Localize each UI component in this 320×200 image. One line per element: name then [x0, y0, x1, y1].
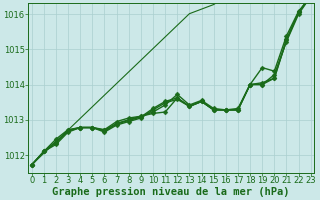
X-axis label: Graphe pression niveau de la mer (hPa): Graphe pression niveau de la mer (hPa)	[52, 186, 290, 197]
